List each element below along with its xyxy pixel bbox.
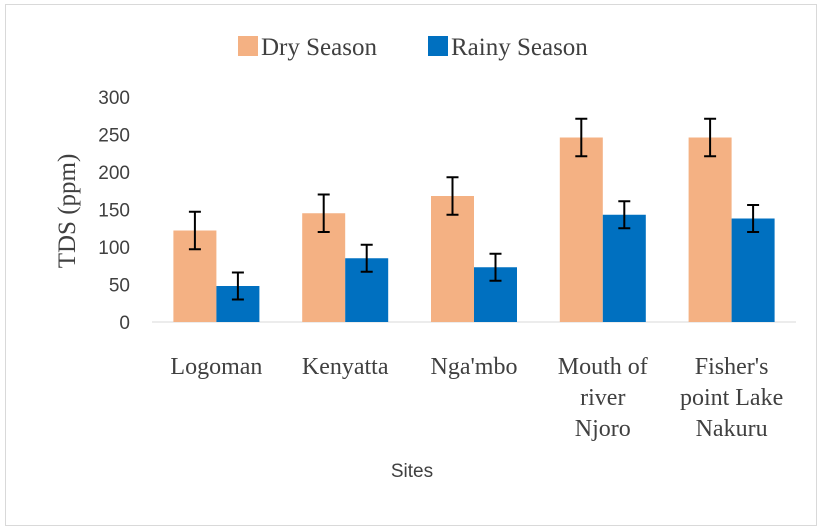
x-tick-label-0: Logoman xyxy=(170,354,262,380)
legend-swatch-rainy-season xyxy=(428,36,448,56)
bar-rainy-season-4 xyxy=(731,218,775,322)
legend: Dry Season Rainy Season xyxy=(238,34,588,61)
bar-dry-season-2 xyxy=(431,196,474,322)
y-tick-label: 0 xyxy=(119,313,130,334)
y-tick-label: 250 xyxy=(98,126,130,147)
y-tick-label: 50 xyxy=(109,276,130,297)
error-bar-rainy-season-3 xyxy=(618,200,631,230)
error-bar-rainy-season-1 xyxy=(360,243,373,273)
error-bar-dry-season-2 xyxy=(446,176,459,216)
bar-dry-season-4 xyxy=(688,137,732,322)
legend-label-dry-season: Dry Season xyxy=(261,34,377,61)
bar-dry-season-3 xyxy=(559,137,603,322)
x-tick-label-4: Fisher's point Lake Nakuru xyxy=(680,354,783,442)
y-tick-label: 300 xyxy=(98,88,130,109)
x-tick-label-3: Mouth of river Njoro xyxy=(558,354,648,442)
x-tick-label-1: Kenyatta xyxy=(302,354,389,380)
y-tick-label: 200 xyxy=(98,163,130,184)
legend-swatch-dry-season xyxy=(238,36,258,56)
x-axis-tick-labels: Logoman Kenyatta Nga'mbo Mouth of river Njoro… xyxy=(170,354,783,442)
y-axis-ticks: 0 50 100 150 200 250 300 xyxy=(98,88,130,334)
x-tick-label-2: Nga'mbo xyxy=(431,354,518,380)
error-bar-rainy-season-4 xyxy=(747,204,760,233)
error-bar-dry-season-0 xyxy=(188,210,201,251)
y-axis-title: TDS (ppm) xyxy=(54,154,81,269)
error-bar-dry-season-4 xyxy=(704,117,717,158)
chart-frame xyxy=(5,4,817,526)
bar-rainy-season-3 xyxy=(602,214,646,322)
error-bar-rainy-season-2 xyxy=(489,252,502,282)
y-tick-label: 100 xyxy=(98,238,130,259)
legend-label-rainy-season: Rainy Season xyxy=(451,34,588,61)
x-axis-title: Sites xyxy=(391,461,433,482)
y-tick-label: 150 xyxy=(98,201,130,222)
bars xyxy=(173,117,775,322)
error-bar-dry-season-3 xyxy=(575,117,588,158)
error-bar-dry-season-1 xyxy=(317,193,330,233)
error-bar-rainy-season-0 xyxy=(231,271,244,301)
